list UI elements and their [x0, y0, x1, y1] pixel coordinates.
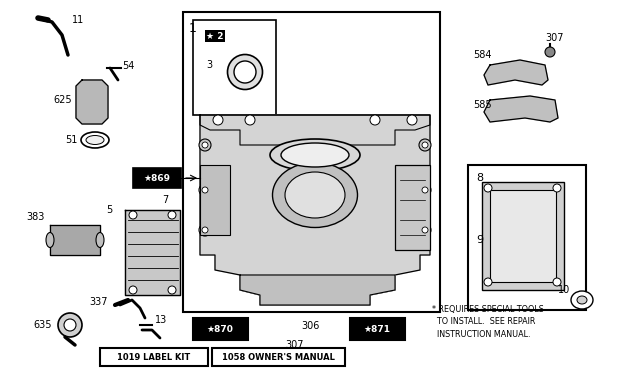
Text: 337: 337 [89, 297, 108, 307]
Text: 10: 10 [558, 285, 570, 295]
Polygon shape [200, 115, 430, 305]
Circle shape [553, 278, 561, 286]
Circle shape [419, 224, 431, 236]
Polygon shape [50, 225, 100, 255]
Ellipse shape [270, 139, 360, 171]
Text: 8: 8 [476, 173, 483, 183]
Circle shape [484, 184, 492, 192]
Circle shape [293, 349, 303, 359]
Ellipse shape [228, 54, 262, 90]
Circle shape [422, 142, 428, 148]
Bar [212, 348, 345, 366]
Ellipse shape [281, 143, 349, 167]
Circle shape [199, 184, 211, 196]
Bar [193, 20, 276, 115]
Circle shape [202, 227, 208, 233]
Polygon shape [76, 80, 108, 124]
Circle shape [419, 139, 431, 151]
Text: 1019 LABEL KIT: 1019 LABEL KIT [117, 353, 190, 361]
Circle shape [129, 286, 137, 294]
Text: 1058 OWNER'S MANUAL: 1058 OWNER'S MANUAL [221, 353, 334, 361]
Circle shape [202, 187, 208, 193]
Circle shape [553, 184, 561, 192]
Circle shape [407, 115, 417, 125]
Text: ★869: ★869 [143, 174, 170, 182]
Ellipse shape [577, 296, 587, 304]
Bar [183, 12, 440, 312]
Text: 7: 7 [162, 195, 168, 205]
Circle shape [245, 115, 255, 125]
Text: 51: 51 [66, 135, 78, 145]
Text: 584: 584 [473, 50, 492, 60]
Circle shape [545, 47, 555, 57]
Circle shape [419, 184, 431, 196]
Text: * REQUIRES SPECIAL TOOLS
  TO INSTALL.  SEE REPAIR
  INSTRUCTION MANUAL.: * REQUIRES SPECIAL TOOLS TO INSTALL. SEE… [432, 305, 544, 339]
Circle shape [484, 278, 492, 286]
Text: 9: 9 [476, 235, 483, 245]
Circle shape [213, 115, 223, 125]
Ellipse shape [234, 61, 256, 83]
Bar [468, 165, 586, 310]
Text: ★871: ★871 [363, 324, 391, 333]
Text: 5: 5 [106, 205, 112, 215]
Text: 13: 13 [155, 315, 167, 325]
Ellipse shape [571, 291, 593, 309]
Text: 585: 585 [473, 100, 492, 110]
Circle shape [199, 139, 211, 151]
Polygon shape [484, 96, 558, 122]
Bar [350, 318, 405, 340]
Bar [133, 168, 181, 188]
Polygon shape [240, 275, 395, 305]
Bar [490, 190, 556, 282]
Text: 1: 1 [189, 22, 197, 35]
Text: 635: 635 [33, 320, 52, 330]
Text: 383: 383 [27, 212, 45, 222]
Ellipse shape [46, 232, 54, 248]
Polygon shape [200, 115, 430, 145]
Circle shape [202, 142, 208, 148]
Bar [482, 182, 564, 290]
Text: 307: 307 [545, 33, 564, 43]
Circle shape [129, 211, 137, 219]
Circle shape [168, 211, 176, 219]
Circle shape [64, 319, 76, 331]
Circle shape [370, 115, 380, 125]
Text: 307: 307 [286, 340, 304, 350]
Text: 54: 54 [122, 61, 135, 71]
Circle shape [168, 286, 176, 294]
Ellipse shape [81, 132, 109, 148]
Ellipse shape [273, 162, 358, 228]
Ellipse shape [96, 232, 104, 248]
Circle shape [199, 224, 211, 236]
Ellipse shape [86, 135, 104, 145]
Bar [395, 165, 430, 250]
Bar [100, 348, 208, 366]
Polygon shape [484, 60, 548, 85]
Circle shape [422, 187, 428, 193]
Text: 625: 625 [53, 95, 72, 105]
Ellipse shape [285, 172, 345, 218]
Bar [193, 318, 248, 340]
Polygon shape [125, 210, 180, 295]
Text: ★870: ★870 [206, 324, 234, 333]
Bar [200, 165, 230, 235]
Text: 306: 306 [301, 321, 319, 331]
Text: 3: 3 [206, 60, 212, 70]
Text: ★ 2: ★ 2 [206, 31, 224, 40]
Text: eReplacementParts.com: eReplacementParts.com [208, 186, 412, 204]
Circle shape [58, 313, 82, 337]
Circle shape [422, 227, 428, 233]
Text: 11: 11 [72, 15, 84, 25]
